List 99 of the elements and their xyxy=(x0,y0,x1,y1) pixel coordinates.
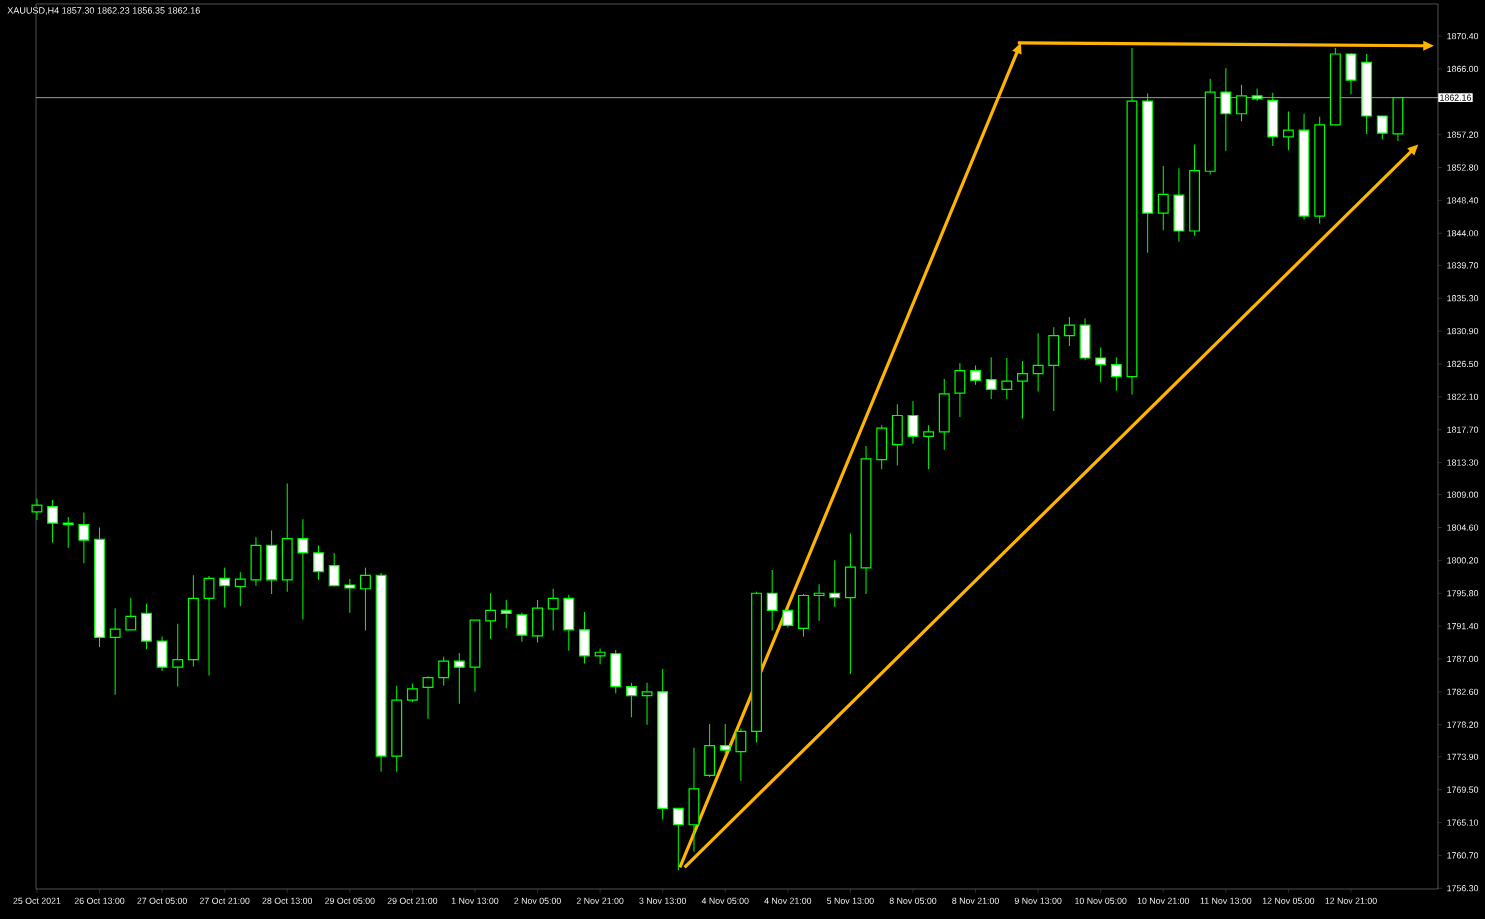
y-tick-label: 1782.60 xyxy=(1447,688,1479,695)
y-tick-label: 1826.50 xyxy=(1447,360,1479,368)
x-tick-label: 4 Nov 05:00 xyxy=(701,897,749,904)
candlestick xyxy=(485,592,497,640)
y-tick-label: 1844.00 xyxy=(1447,230,1479,237)
candlestick xyxy=(453,652,465,705)
y-tick-label: 1839.70 xyxy=(1447,262,1479,269)
candlestick xyxy=(47,499,59,543)
candlestick xyxy=(1236,84,1247,122)
y-tick-label: 1760.70 xyxy=(1447,852,1479,859)
candlestick xyxy=(1282,111,1294,151)
candlestick xyxy=(735,727,747,782)
x-tick-label: 9 Nov 13:00 xyxy=(1014,897,1062,904)
y-tick-label: 1795.80 xyxy=(1447,590,1479,597)
candlestick xyxy=(1001,357,1013,400)
x-tick-label: 29 Oct 05:00 xyxy=(325,897,375,904)
y-tick-label: 1866.00 xyxy=(1447,65,1479,73)
candlestick xyxy=(109,607,121,696)
y-tick-label: 1791.40 xyxy=(1447,622,1479,630)
x-tick-label: 1 Nov 13:00 xyxy=(451,897,499,904)
candlestick xyxy=(1220,67,1232,152)
candlestick xyxy=(360,567,371,632)
candlestick xyxy=(422,675,434,720)
x-tick-label: 29 Oct 21:00 xyxy=(387,897,438,904)
candlestick xyxy=(516,612,528,643)
y-tick-label: 1765.10 xyxy=(1447,819,1479,826)
candlestick xyxy=(547,588,559,632)
candlestick xyxy=(203,575,215,676)
candlestick xyxy=(954,362,966,418)
candlestick xyxy=(31,497,43,521)
candlestick xyxy=(1017,360,1028,419)
x-tick-label: 2 Nov 21:00 xyxy=(576,897,624,904)
x-tick-label: 8 Nov 05:00 xyxy=(889,897,937,904)
x-tick-label: 8 Nov 21:00 xyxy=(952,897,999,904)
candlestick xyxy=(923,424,935,470)
candlestick xyxy=(1251,87,1263,102)
candlestick xyxy=(766,569,778,632)
candlestick xyxy=(1376,115,1388,140)
x-tick-label: 12 Nov 21:00 xyxy=(1325,897,1377,904)
x-tick-label: 27 Oct 21:00 xyxy=(199,897,250,904)
y-tick-label: 1800.20 xyxy=(1447,557,1479,564)
candlestick xyxy=(78,512,90,564)
candlestick xyxy=(672,807,684,871)
y-tick-label: 1769.50 xyxy=(1447,786,1479,793)
candlestick xyxy=(297,518,309,620)
candlestick xyxy=(172,623,184,688)
candlestick xyxy=(829,559,841,608)
candlestick xyxy=(344,578,356,614)
x-tick-label: 11 Nov 13:00 xyxy=(1200,897,1252,904)
candlestick xyxy=(125,597,137,631)
y-tick-label: 1830.90 xyxy=(1447,327,1479,335)
candlestick xyxy=(1063,316,1075,347)
x-tick-label: 10 Nov 21:00 xyxy=(1137,897,1190,904)
y-tick-label: 1848.40 xyxy=(1447,197,1479,204)
candlestick xyxy=(1110,356,1122,392)
candlestick xyxy=(219,567,231,608)
candlestick xyxy=(62,516,74,549)
x-tick-label: 5 Nov 13:00 xyxy=(827,897,874,904)
candlestick xyxy=(234,571,246,607)
candlestick xyxy=(1157,165,1169,231)
y-tick-label: 1804.60 xyxy=(1447,524,1479,531)
candlestick xyxy=(970,364,981,386)
candlestick xyxy=(641,682,653,726)
y-tick-label: 1773.90 xyxy=(1447,753,1479,760)
x-tick-label: 2 Nov 05:00 xyxy=(514,897,561,904)
candlestick xyxy=(594,648,606,665)
x-tick-label: 25 Oct 2021 xyxy=(13,897,61,904)
chart-title: XAUUSD,H4 1857.30 1862.23 1856.35 1862.16 xyxy=(7,7,200,15)
y-tick-label: 1852.80 xyxy=(1447,164,1479,171)
x-tick-label: 3 Nov 13:00 xyxy=(639,897,687,904)
y-tick-label: 1870.40 xyxy=(1447,32,1479,40)
candlestick xyxy=(719,723,731,756)
x-tick-label: 10 Nov 05:00 xyxy=(1075,897,1127,904)
y-tick-label: 1809.00 xyxy=(1447,491,1479,498)
x-tick-label: 12 Nov 05:00 xyxy=(1262,897,1315,904)
y-tick-label: 1778.20 xyxy=(1447,721,1479,728)
y-tick-label: 1787.00 xyxy=(1447,655,1479,663)
candlestick xyxy=(313,544,324,581)
y-tick-label: 1857.20 xyxy=(1447,131,1479,138)
candlestick xyxy=(813,583,825,622)
y-tick-label: 1813.30 xyxy=(1447,459,1479,466)
candlestick xyxy=(907,400,919,445)
candlestick xyxy=(406,683,418,703)
x-tick-label: 4 Nov 21:00 xyxy=(764,897,812,904)
x-tick-label: 26 Oct 13:00 xyxy=(74,897,125,904)
ref-line-label: 1862.16 xyxy=(1440,94,1471,101)
y-tick-label: 1817.70 xyxy=(1447,426,1479,433)
y-tick-label: 1822.10 xyxy=(1447,393,1479,400)
candlestick xyxy=(625,682,637,718)
x-tick-label: 28 Oct 13:00 xyxy=(262,897,313,904)
candlestick xyxy=(328,552,340,588)
candlestick xyxy=(438,656,450,687)
candlestick xyxy=(1032,332,1044,393)
candlestick xyxy=(500,599,512,629)
candlestick xyxy=(985,356,997,400)
y-tick-label: 1835.30 xyxy=(1447,295,1479,302)
candlestick xyxy=(1095,347,1107,383)
y-tick-label: 1756.30 xyxy=(1447,885,1479,892)
x-tick-label: 27 Oct 05:00 xyxy=(137,897,187,904)
